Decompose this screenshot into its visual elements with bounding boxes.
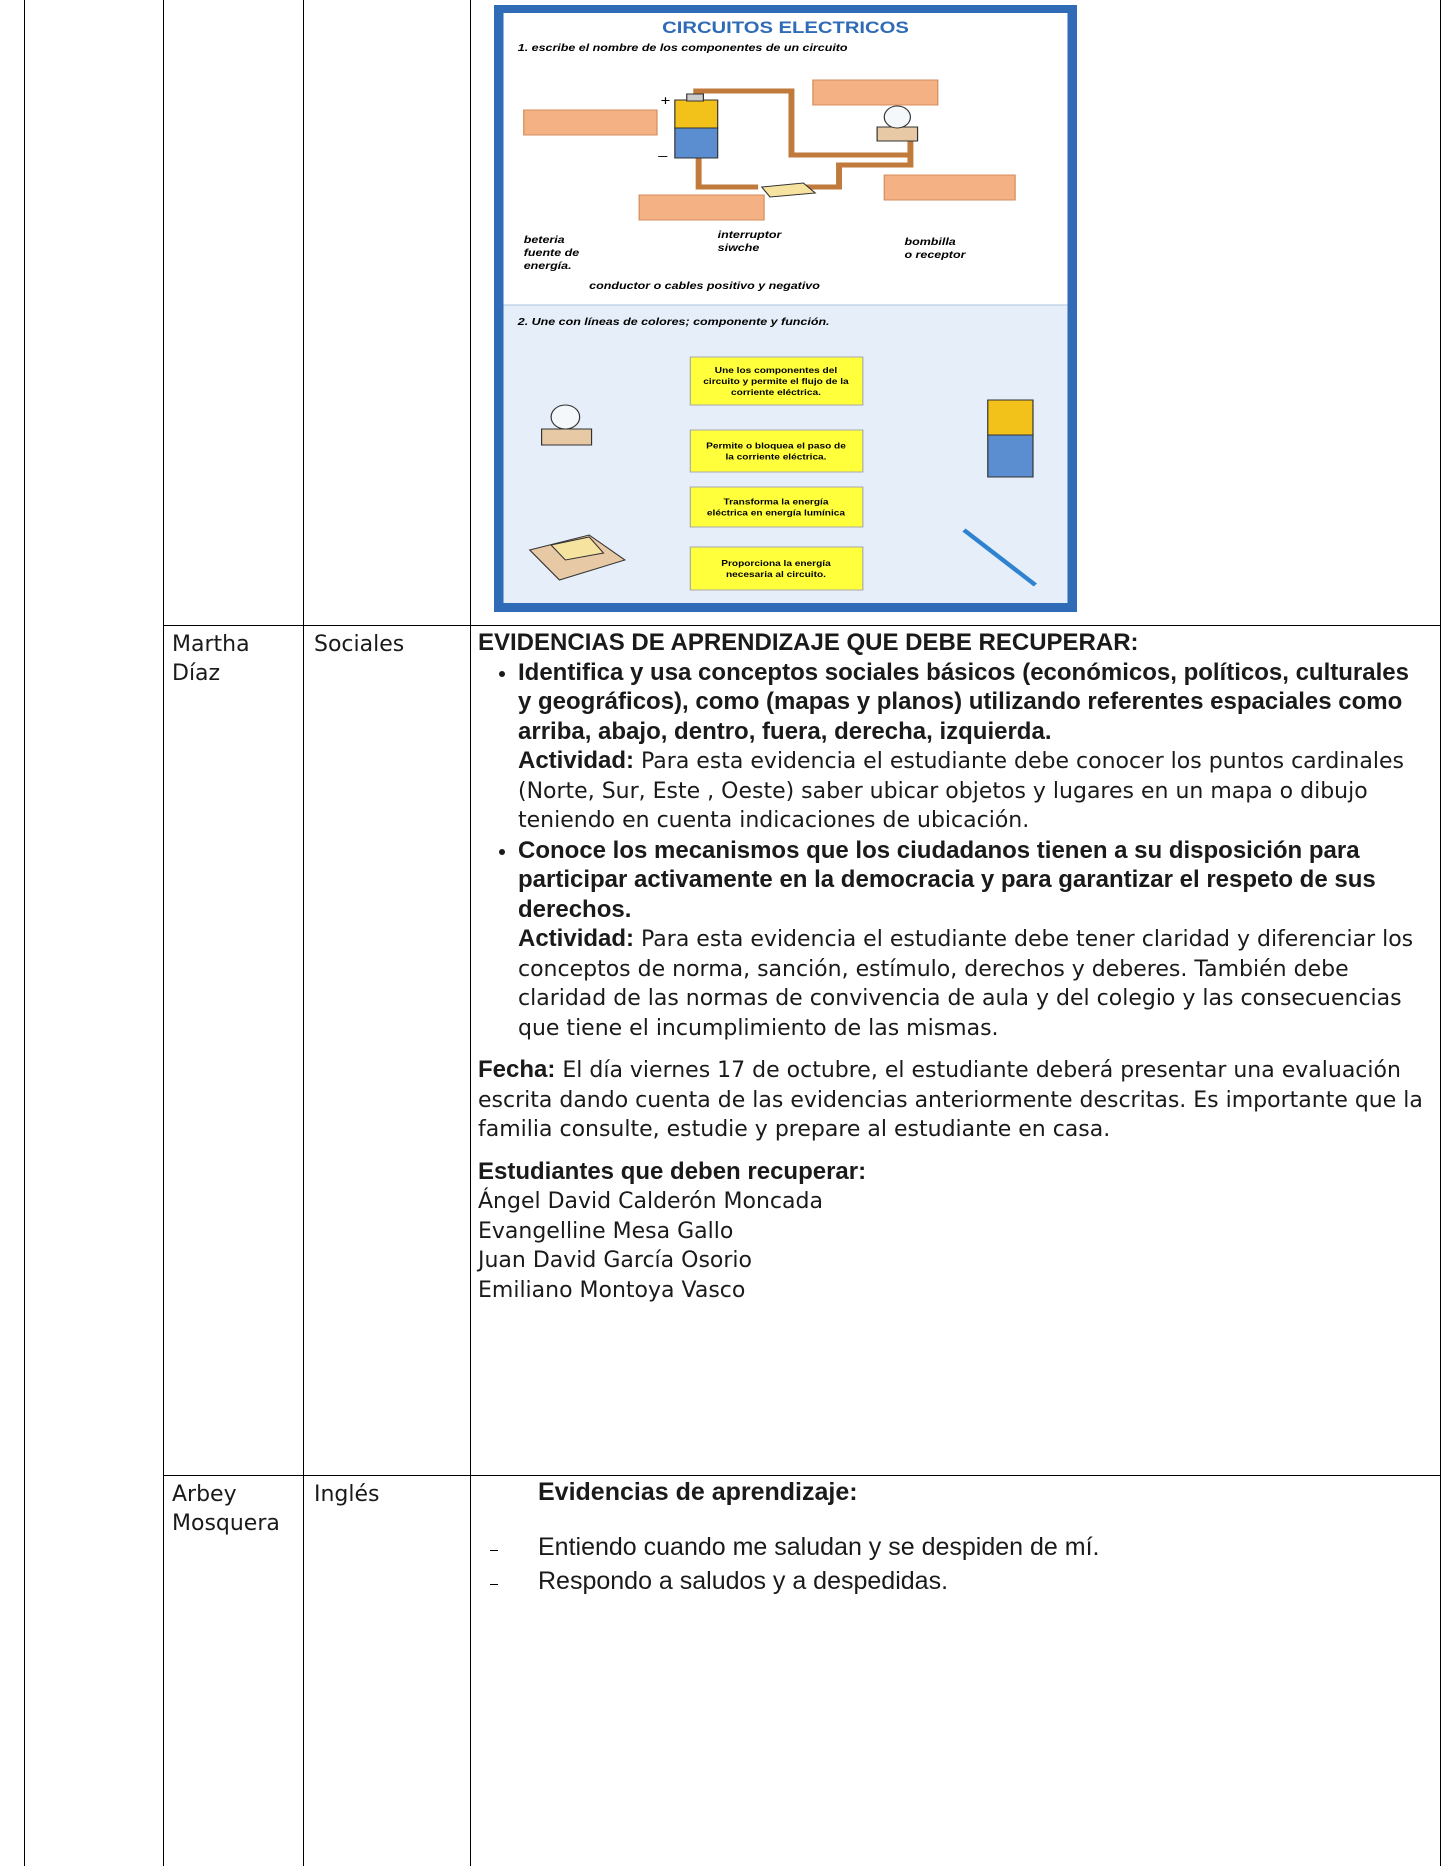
- content: EVIDENCIAS DE APRENDIZAJE QUE DEBE RECUP…: [478, 628, 1428, 1305]
- student-list: Ángel David Calderón Moncada Evangelline …: [478, 1187, 1428, 1305]
- component-label: fuente de: [524, 248, 580, 259]
- sign: –: [658, 148, 668, 163]
- label: Actividad:: [518, 925, 635, 952]
- component-label: conductor o cables positivo y negativo: [589, 281, 820, 292]
- function-box: [689, 546, 864, 591]
- component-label: siwche: [718, 243, 760, 254]
- table-border: [470, 0, 471, 1866]
- teacher: Arbey Mosquera: [172, 1482, 280, 1536]
- worksheet-image: CIRCUITOS ELECTRICOS 1. escribe el nombr…: [494, 5, 1077, 612]
- date: Fecha: El día viernes 17 de octubre, el …: [478, 1055, 1428, 1145]
- evidence: Identifica y usa conceptos sociales bási…: [518, 658, 1428, 836]
- function-text: corriente eléctrica.: [731, 388, 821, 397]
- activity: Actividad: Para esta evidencia el estudi…: [518, 924, 1428, 1043]
- dash: [490, 1584, 498, 1585]
- evidence-list: Identifica y usa conceptos sociales bási…: [478, 658, 1428, 1044]
- table-border: [24, 0, 25, 1866]
- heading: EVIDENCIAS DE APRENDIZAJE QUE DEBE RECUP…: [478, 629, 1139, 656]
- function-text: Une los componentes del: [715, 366, 837, 375]
- teacher: Martha Díaz: [172, 632, 250, 686]
- evidence: Entiendo cuando me saludan y se despiden…: [478, 1533, 1428, 1567]
- question: 1. escribe el nombre de los componentes …: [518, 43, 848, 54]
- dash: [490, 1550, 498, 1551]
- label: Actividad:: [518, 747, 635, 774]
- evidence: Respondo a saludos y a despedidas.: [478, 1567, 1428, 1601]
- function-box: [689, 429, 864, 473]
- function-text: Permite o bloquea el paso de: [706, 441, 846, 450]
- evidence-title: Conoce los mecanismos que los ciudadanos…: [518, 836, 1376, 923]
- question: 2. Une con líneas de colores; componente…: [517, 317, 830, 328]
- evidence: Conoce los mecanismos que los ciudadanos…: [518, 836, 1428, 1044]
- activity: Actividad: Para esta evidencia el estudi…: [518, 746, 1428, 836]
- heading: Evidencias de aprendizaje:: [538, 1478, 858, 1506]
- function-text: Transforma la energía: [724, 497, 830, 506]
- function-text: la corriente eléctrica.: [725, 452, 826, 461]
- sign: +: [661, 93, 671, 108]
- function-box: [689, 356, 864, 406]
- component-label: beteria: [524, 235, 566, 246]
- subject: Inglés: [314, 1482, 380, 1507]
- function-text: circuito y permite el flujo de la: [703, 377, 849, 386]
- student: Evangelline Mesa Gallo: [478, 1218, 734, 1244]
- student: Emiliano Montoya Vasco: [478, 1277, 746, 1303]
- function-text: Proporciona la energía: [721, 559, 831, 568]
- label: Fecha:: [478, 1056, 556, 1083]
- component-label: o receptor: [904, 250, 966, 261]
- subject: Sociales: [314, 632, 405, 657]
- text: Respondo a saludos y a despedidas.: [538, 1567, 949, 1595]
- text: Para esta evidencia el estudiante debe c…: [518, 749, 1404, 833]
- worksheet-title: CIRCUITOS ELECTRICOS: [662, 18, 909, 37]
- component-label: interruptor: [718, 230, 782, 241]
- text: Para esta evidencia el estudiante debe t…: [518, 927, 1414, 1041]
- table-border: [303, 0, 304, 1866]
- label: Estudiantes que deben recuperar:: [478, 1157, 867, 1185]
- text: Entiendo cuando me saludan y se despiden…: [538, 1533, 1100, 1561]
- function-text: eléctrica en energía lumínica: [707, 508, 846, 517]
- row-border: [163, 1475, 1440, 1476]
- table-border: [163, 0, 164, 1866]
- student: Ángel David Calderón Moncada: [478, 1189, 823, 1214]
- component-label: energía.: [524, 261, 572, 272]
- students: Estudiantes que deben recuperar:: [478, 1157, 1428, 1188]
- evidence-title: Identifica y usa conceptos sociales bási…: [518, 658, 1409, 745]
- table-border: [1440, 0, 1441, 1866]
- student: Juan David García Osorio: [478, 1248, 752, 1273]
- component-label: bombilla: [904, 237, 956, 248]
- text: El día viernes 17 de octubre, el estudia…: [478, 1058, 1423, 1142]
- function-box: [689, 486, 864, 528]
- content: Evidencias de aprendizaje: Entiendo cuan…: [478, 1478, 1428, 1601]
- function-text: necesaria al circuito.: [726, 570, 826, 579]
- row-border: [163, 625, 1440, 626]
